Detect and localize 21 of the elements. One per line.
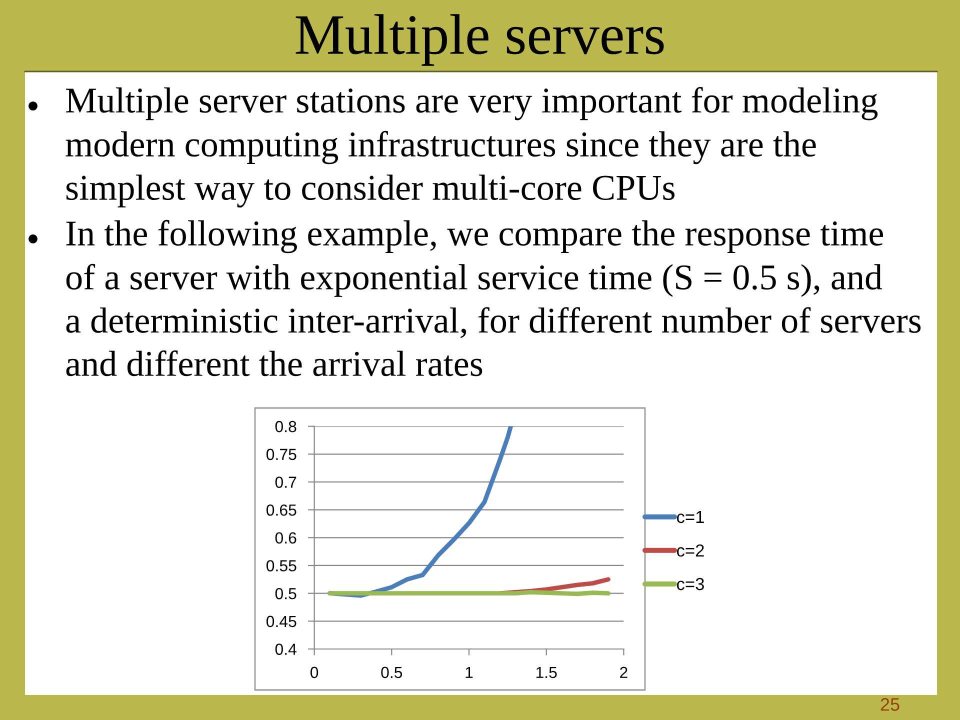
y-tick-label: 0.5 bbox=[275, 588, 296, 600]
y-tick-label: 0.6 bbox=[275, 532, 296, 544]
y-tick-label: 0.4 bbox=[275, 644, 296, 655]
y-tick-label: 0.65 bbox=[266, 504, 296, 516]
y-tick-label: 0.75 bbox=[266, 448, 296, 460]
text: In the following example, we compare the response time of a server with exponential service time (S = 0.5 s), and a deterministic inter-arrival, for different number of servers and different the arrival rates bbox=[66, 220, 921, 376]
legend-label: c=3 bbox=[676, 578, 704, 590]
y-tick-label: 0.45 bbox=[266, 616, 296, 628]
chart-title: Multiple servers bbox=[296, 14, 664, 66]
x-tick-label: 0 bbox=[310, 666, 318, 678]
y-tick-label: 0.8 bbox=[275, 420, 296, 432]
legend-label: c=1 bbox=[676, 511, 704, 524]
text: Multiple server stations are very important for modeling modern computing infrastructures since they are the simplest way to consider multi-core CPUs bbox=[66, 87, 878, 208]
x-tick-label: 0.5 bbox=[381, 666, 402, 678]
x-tick-label: 2 bbox=[620, 666, 628, 678]
legend-label: c=2 bbox=[676, 544, 704, 557]
y-tick-label: 0.7 bbox=[275, 476, 296, 488]
text: 25 bbox=[880, 698, 900, 711]
y-tick-label: 0.55 bbox=[266, 560, 296, 572]
x-tick-label: 1 bbox=[466, 666, 473, 678]
x-tick-label: 1.5 bbox=[536, 666, 557, 678]
